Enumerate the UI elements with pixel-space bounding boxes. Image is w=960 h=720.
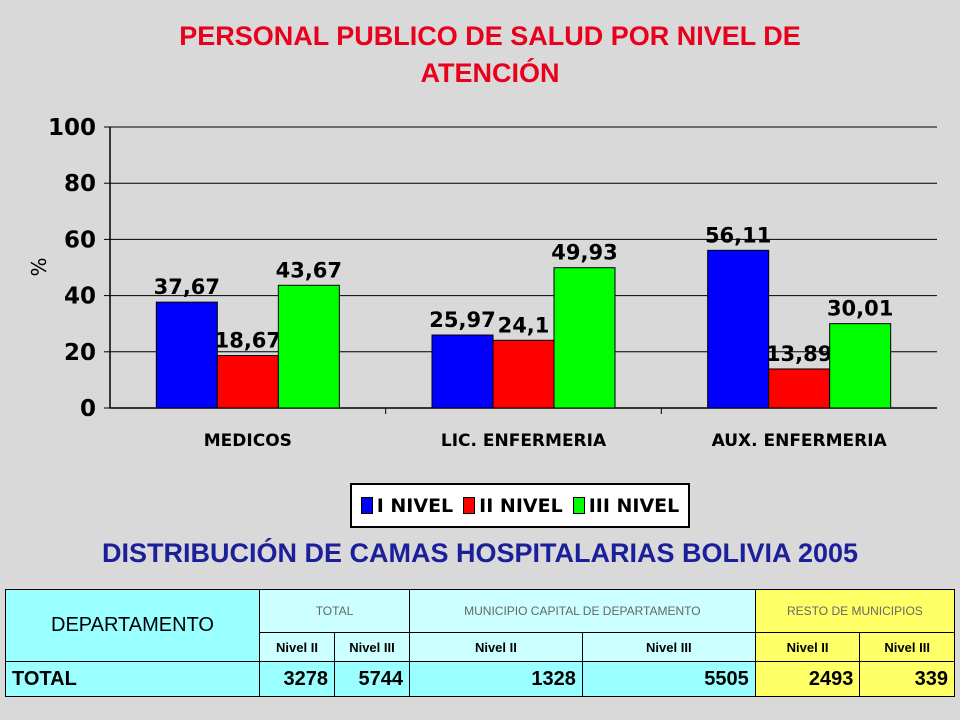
subheader-capital-nivel-iii: Nivel III bbox=[581, 632, 756, 662]
bar-chart: 0 20 40 60 80 100% 37,67 18,67 43,67 MEDICOS 25,97… bbox=[27, 115, 937, 451]
bar bbox=[768, 368, 831, 409]
legend-swatch-ii-nivel bbox=[463, 497, 476, 514]
data-label: 30,01 bbox=[827, 297, 893, 321]
legend-item-i-nivel: I NIVEL bbox=[360, 494, 454, 517]
subheader-total-nivel-ii: Nivel II bbox=[259, 632, 335, 662]
bar bbox=[553, 267, 616, 409]
y-tick-label: 80 bbox=[64, 171, 96, 197]
header-departamento: DEPARTAMENTO bbox=[5, 589, 260, 662]
table-header-row: DEPARTAMENTO TOTAL MUNICIPIO CAPITAL DE … bbox=[5, 589, 956, 662]
y-axis-label: % bbox=[27, 257, 51, 276]
table-title: DISTRIBUCIÓN DE CAMAS HOSPITALARIAS BOLI… bbox=[101, 538, 859, 568]
header-resto-municipios: RESTO DE MUNICIPIOS bbox=[754, 589, 956, 633]
cell-resto-nivel-ii: 2493 bbox=[754, 661, 861, 697]
legend-item-iii-nivel: III NIVEL bbox=[572, 494, 680, 517]
data-label: 43,67 bbox=[276, 258, 342, 282]
bar bbox=[431, 334, 494, 409]
bar bbox=[216, 355, 279, 409]
data-label: 13,89 bbox=[766, 342, 832, 366]
data-label: 56,11 bbox=[705, 223, 771, 247]
x-tick-label: MEDICOS bbox=[204, 431, 292, 451]
chart-title: PERSONAL PUBLICO DE SALUD POR NIVEL DE A… bbox=[0, 18, 960, 92]
legend-label-iii-nivel: III NIVEL bbox=[588, 494, 680, 517]
legend-label-i-nivel: I NIVEL bbox=[376, 494, 454, 517]
subheader-total-nivel-iii: Nivel III bbox=[333, 632, 410, 662]
x-tick-label: AUX. ENFERMERIA bbox=[712, 431, 888, 451]
cell-capital-nivel-iii: 5505 bbox=[581, 661, 756, 697]
legend-label-ii-nivel: II NIVEL bbox=[479, 494, 563, 517]
legend-swatch-iii-nivel bbox=[572, 497, 585, 514]
table-subheader-row: Nivel II Nivel III Nivel II Nivel III Ni… bbox=[6, 632, 955, 662]
cell-total-nivel-ii: 3278 bbox=[259, 661, 335, 697]
legend-swatch-i-nivel bbox=[360, 497, 373, 514]
y-tick-label: 60 bbox=[64, 227, 96, 253]
header-municipio-capital: MUNICIPIO CAPITAL DE DEPARTAMENTO bbox=[408, 589, 756, 633]
data-label: 18,67 bbox=[215, 329, 281, 353]
subheader-capital-nivel-ii: Nivel II bbox=[408, 632, 583, 662]
cell-capital-nivel-ii: 1328 bbox=[408, 661, 583, 697]
chart-title-line2: ATENCIÓN bbox=[420, 58, 560, 88]
subheader-resto-nivel-iii: Nivel III bbox=[859, 632, 955, 662]
y-tick-label: 0 bbox=[80, 396, 96, 422]
legend-item-ii-nivel: II NIVEL bbox=[463, 495, 563, 517]
table-row: TOTAL 3278 5744 1328 5505 2493 339 bbox=[5, 661, 955, 697]
data-label: 25,97 bbox=[429, 308, 495, 332]
beds-table: DEPARTAMENTO TOTAL MUNICIPIO CAPITAL DE … bbox=[5, 589, 956, 697]
x-tick-label: LIC. ENFERMERIA bbox=[441, 431, 607, 451]
header-total: TOTAL bbox=[259, 589, 410, 633]
data-label: 49,93 bbox=[551, 241, 617, 265]
bar bbox=[829, 323, 892, 409]
data-label: 37,67 bbox=[154, 275, 220, 299]
row-label-total: TOTAL bbox=[5, 661, 260, 697]
subheader-resto-nivel-ii: Nivel II bbox=[754, 632, 861, 662]
chart-title-line1: PERSONAL PUBLICO DE SALUD POR NIVEL DE bbox=[179, 21, 801, 51]
bar bbox=[277, 284, 340, 409]
y-tick-label: 40 bbox=[64, 284, 96, 310]
bar bbox=[155, 301, 218, 409]
chart-legend: I NIVEL II NIVEL III NIVEL bbox=[350, 483, 690, 528]
cell-total-nivel-iii: 5744 bbox=[333, 661, 410, 697]
bar bbox=[492, 339, 555, 409]
cell-resto-nivel-iii: 339 bbox=[859, 661, 955, 697]
data-label: 24,1 bbox=[498, 313, 550, 337]
y-tick-label: 100 bbox=[48, 115, 96, 141]
bar bbox=[707, 249, 770, 409]
y-tick-label: 20 bbox=[64, 340, 96, 366]
